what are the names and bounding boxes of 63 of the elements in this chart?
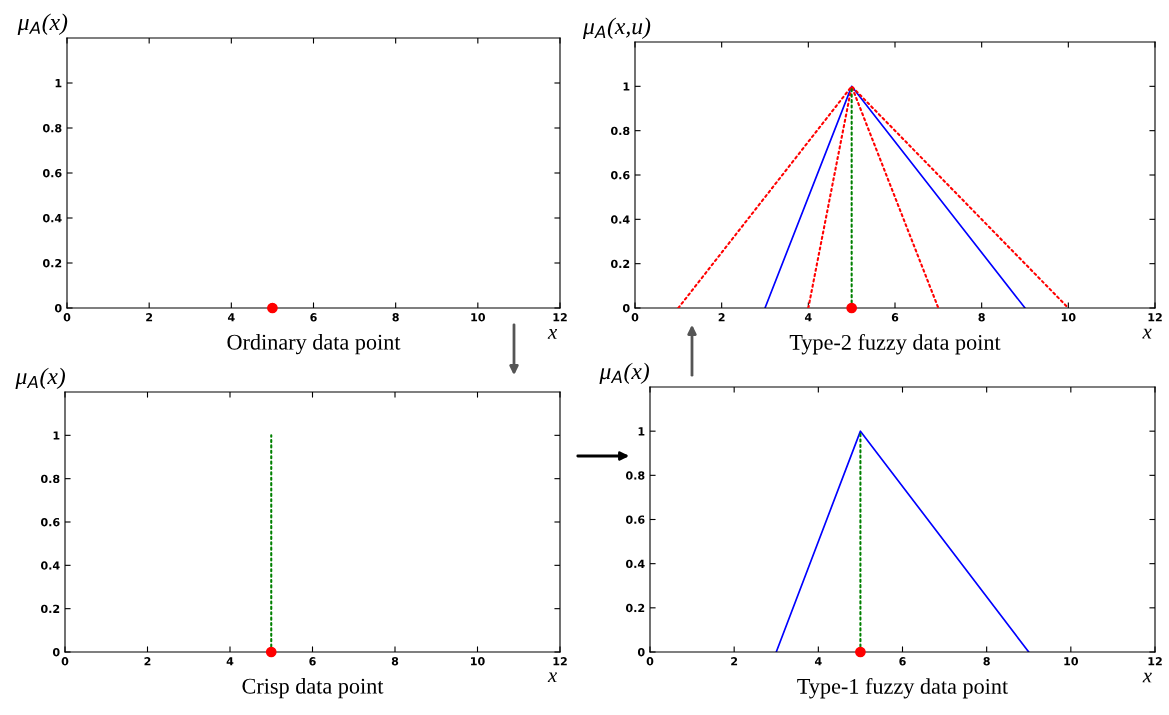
y-axis-title: μ$_{A}$(x) bbox=[15, 367, 66, 390]
x-tick-label: 8 bbox=[983, 657, 990, 666]
x-tick-label: 6 bbox=[309, 657, 316, 666]
x-tick-label: 2 bbox=[731, 657, 738, 666]
y-tick-label: 0.8 bbox=[40, 474, 60, 484]
x-tick-label: 6 bbox=[310, 313, 317, 322]
x-axis-title: x bbox=[1142, 328, 1152, 339]
x-tick-label: 0 bbox=[646, 657, 654, 666]
y-tick-label: 0.2 bbox=[40, 604, 60, 614]
y-tick-label: 1 bbox=[623, 82, 630, 91]
x-axis-title: x bbox=[1142, 672, 1152, 683]
x-tick-label: 10 bbox=[1064, 657, 1079, 666]
x-tick-label: 0 bbox=[61, 657, 69, 666]
x-axis-title: x bbox=[547, 329, 558, 339]
x-tick-label: 10 bbox=[471, 313, 486, 322]
x-tick-label: 12 bbox=[1148, 657, 1162, 666]
y-tick-label: 0.2 bbox=[42, 258, 62, 268]
y-tick-label: 0.6 bbox=[610, 170, 630, 180]
y-tick-label: 0 bbox=[52, 647, 60, 657]
text: Type-2 fuzzy data point bbox=[789, 334, 1001, 355]
x-tick-label: 12 bbox=[553, 313, 567, 322]
y-axis-title: μ$_{A}$(x) bbox=[599, 362, 650, 385]
x-tick-label: 6 bbox=[891, 313, 899, 322]
x-tick-label: 6 bbox=[899, 657, 906, 666]
y-axis-title: μ$_{A}$(x,u) bbox=[582, 17, 651, 40]
y-tick-label: 0 bbox=[637, 647, 645, 657]
y-tick-label: 0.4 bbox=[40, 561, 60, 570]
text: Crisp data point bbox=[242, 678, 384, 699]
y-tick-label: 0.8 bbox=[42, 123, 62, 133]
y-tick-label: 0.8 bbox=[625, 471, 645, 480]
x-tick-label: 12 bbox=[553, 657, 567, 666]
x-tick-label: 8 bbox=[391, 657, 399, 666]
x-tick-label: 8 bbox=[978, 313, 985, 322]
y-tick-label: 1 bbox=[638, 427, 645, 436]
y-tick-label: 0.4 bbox=[625, 559, 645, 569]
x-axis-title: x bbox=[547, 672, 558, 683]
y-axis-title: μ$_{A}$(x) bbox=[17, 13, 68, 36]
x-tick-label: 8 bbox=[392, 313, 399, 322]
y-tick-label: 0.8 bbox=[610, 126, 630, 136]
x-tick-label: 10 bbox=[1061, 313, 1076, 322]
x-tick-label: 4 bbox=[227, 313, 235, 322]
x-tick-label: 10 bbox=[471, 657, 485, 666]
x-tick-label: 2 bbox=[146, 313, 153, 322]
y-tick-label: 0.2 bbox=[610, 259, 630, 269]
y-tick-label: 0.6 bbox=[40, 517, 60, 527]
y-tick-label: 0.6 bbox=[625, 515, 645, 524]
y-tick-label: 0.4 bbox=[42, 213, 62, 223]
x-tick-label: 0 bbox=[63, 313, 71, 322]
y-tick-label: 1 bbox=[53, 431, 60, 440]
x-tick-label: 4 bbox=[814, 657, 822, 666]
y-tick-label: 0.2 bbox=[625, 603, 645, 613]
x-tick-label: 2 bbox=[718, 313, 725, 322]
y-tick-label: 1 bbox=[55, 79, 62, 88]
x-tick-label: 12 bbox=[1148, 313, 1162, 322]
y-tick-label: 0.4 bbox=[610, 215, 630, 224]
text: Ordinary data point bbox=[227, 334, 401, 355]
y-tick-label: 0 bbox=[622, 303, 630, 313]
x-tick-label: 4 bbox=[226, 657, 234, 666]
text: Type-1 fuzzy data point bbox=[797, 678, 1009, 699]
y-tick-label: 0 bbox=[54, 303, 62, 313]
x-tick-label: 4 bbox=[804, 313, 812, 322]
x-tick-label: 2 bbox=[144, 657, 151, 666]
y-tick-label: 0.6 bbox=[42, 168, 62, 178]
